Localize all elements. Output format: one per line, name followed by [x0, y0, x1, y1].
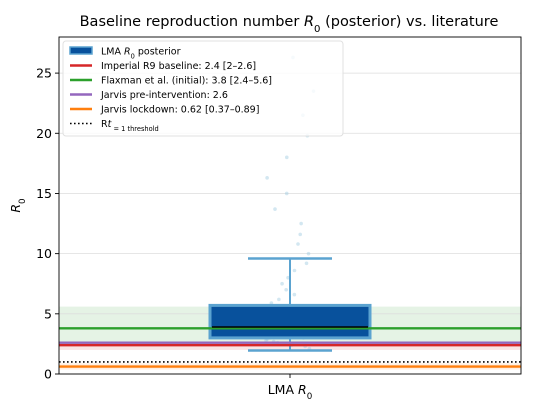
legend-box: [62, 40, 344, 137]
interquartile-box: [208, 303, 372, 340]
sample-point: [299, 221, 303, 226]
legend-label-1: Flaxman et al. (initial): 3.8 [2.4–5.6]: [101, 76, 272, 87]
legend-label-2: Jarvis pre-intervention: 2.6: [100, 90, 228, 101]
sample-point: [284, 155, 289, 160]
sample-point: [286, 275, 290, 280]
y-axis: 0 5 10 15 20 25 R0: [8, 66, 59, 382]
sample-point: [280, 281, 284, 286]
sample-point: [296, 242, 300, 246]
sample-point: [292, 268, 297, 273]
sample-point: [264, 338, 268, 343]
sample-point: [284, 287, 288, 292]
sample-point: [273, 207, 277, 211]
sample-point: [265, 176, 269, 180]
y-tick-label: 5: [44, 306, 52, 321]
y-tick-label: 20: [36, 126, 52, 141]
sample-point: [269, 301, 274, 305]
legend-swatch-box: [69, 46, 93, 55]
sample-point: [292, 292, 297, 297]
x-tick-label: LMA R0: [268, 382, 313, 402]
y-tick-label: 25: [36, 66, 52, 81]
sample-point: [277, 297, 281, 302]
x-axis: LMA R0: [268, 374, 313, 402]
posterior-box: [208, 257, 372, 352]
sample-point: [298, 232, 303, 237]
chart-title: Baseline reproduction number R0 (posteri…: [80, 14, 499, 35]
y-tick-label: 15: [36, 186, 52, 201]
y-tick-label: 10: [36, 246, 52, 261]
legend-label-box: LMA R0 posterior: [101, 47, 181, 61]
legend-label-3: Jarvis lockdown: 0.62 [0.37–0.89]: [100, 105, 259, 116]
y-tick-label: 0: [44, 367, 52, 382]
y-axis-label: R0: [8, 198, 28, 212]
reference-lines: [59, 326, 521, 368]
legend-label-4: Rt = 1 threshold: [101, 119, 159, 133]
sample-point: [304, 261, 309, 266]
legend-label-0: Imperial R9 baseline: 2.4 [2–2.6]: [101, 61, 256, 72]
sample-point: [306, 251, 311, 256]
sample-point: [284, 191, 289, 196]
